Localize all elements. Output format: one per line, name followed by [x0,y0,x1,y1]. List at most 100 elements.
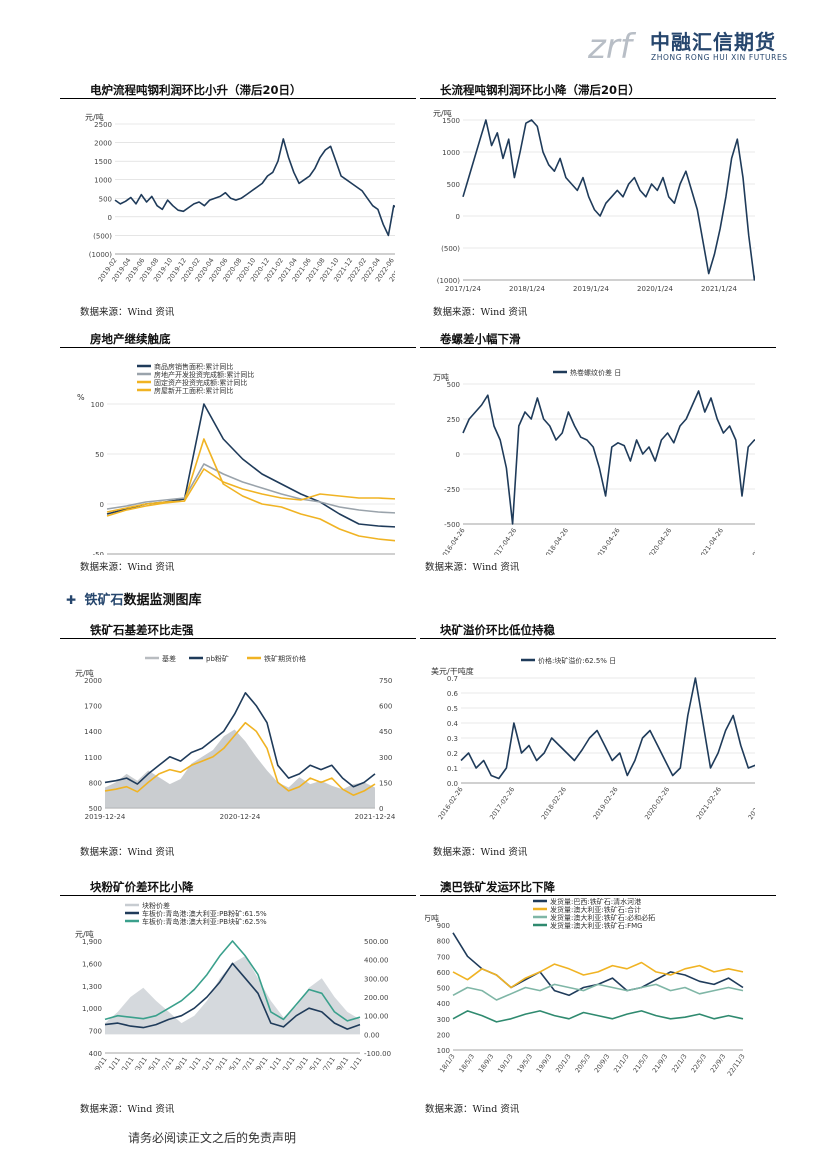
y2-tick-label: 600 [379,703,392,711]
company-logo: zrf 中融汇信期货 ZHONG RONG HUI XIN FUTURES [588,20,787,64]
x-tick-label: 2018-04-26 [542,527,570,555]
axis-unit: 万吨 [433,372,449,382]
series-line [114,138,395,237]
title-rule [60,347,416,348]
y2-tick-label: 750 [379,677,392,685]
x-tick-label: 20/1/3 [554,1053,573,1075]
series-line [104,962,361,1030]
y2-tick-label: 0 [379,805,383,813]
y-tick-label: (1000) [437,277,461,285]
y2-tick-label: 300 [379,754,392,762]
series-line [104,940,361,1022]
x-tick-label: 20/5/3 [573,1053,592,1075]
y2-tick-label: 300.00 [364,975,389,983]
x-tick-label: 22/1/3 [670,1053,689,1075]
footer-disclaimer: 请务必阅读正文之后的免责声明 [128,1131,297,1145]
chart-source: 数据来源：Wind 资讯 [80,307,175,318]
x-tick-label: 2018/1/24 [509,285,545,293]
x-tick-label: 2019-02-26 [591,786,619,822]
x-tick-label: 2022-04-26 [748,527,755,555]
title-rule [420,895,776,896]
series-line [104,721,376,796]
y-tick-label: 100 [91,401,104,409]
legend-label: 固定资产投资完成额:累计同比 [154,378,247,387]
series-line [462,119,755,281]
legend-label: 发货量:澳大利亚:铁矿石:FMG [550,921,643,930]
y-tick-label: 0.4 [447,720,459,728]
y2-tick-label: -100.00 [364,1050,391,1058]
x-tick-label: 2019-12-24 [85,813,126,821]
y-tick-label: 300 [437,1016,450,1024]
x-tick-label: 22/11/3 [726,1053,747,1078]
y-tick-label: 1100 [84,754,102,762]
y-tick-label: 900 [437,922,450,930]
x-tick-label: 2019/1/24 [573,285,609,293]
axis-unit: 元/吨 [433,110,452,118]
x-tick-label: 2021/1/24 [701,285,737,293]
legend-label: pb粉矿 [206,654,229,663]
axis-unit: 元/吨 [85,112,104,122]
y-tick-label: 1400 [84,728,102,736]
x-tick-label: 18/1/3 [438,1053,457,1075]
x-tick-label: 21/5/3 [631,1053,650,1075]
y-tick-label: 500 [437,985,450,993]
y-tick-label: 0 [108,214,112,222]
y-tick-label: -500 [444,521,460,529]
x-tick-label: 21/9/3 [651,1053,670,1075]
x-tick-label: 20/9/3 [593,1053,612,1075]
y-tick-label: 400 [437,1000,450,1008]
y-tick-label: 200 [437,1031,450,1039]
chart-source: 数据来源：Wind 资讯 [80,562,175,573]
axis-unit: 元/吨 [75,929,94,939]
title-rule [60,638,416,639]
y-tick-label: 0.6 [447,690,459,698]
legend-label: 块粉价差 [142,901,170,910]
series-line [106,438,395,542]
chart-source: 数据来源：Wind 资讯 [425,562,520,573]
y2-tick-label: 500.00 [364,938,389,946]
y-tick-label: 1700 [84,703,102,711]
y-tick-label: 1000 [94,177,112,185]
x-tick-label: 19/9/3 [535,1053,554,1075]
series-line [452,1010,744,1023]
x-tick-label: 2022-02-26 [746,786,755,822]
x-tick-label: 2019-04-26 [593,527,621,555]
series-line [106,463,395,514]
y-tick-label: 1500 [94,158,112,166]
legend-label: 发货量:澳大利亚:铁矿石:合计 [550,905,641,914]
series-line [452,983,744,1001]
title-rule [60,98,416,99]
y-tick-label: 400 [89,1050,102,1058]
y-tick-label: 500 [447,181,460,189]
y-tick-label: (500) [441,245,460,253]
section-title-blue: 铁矿石 [84,593,124,608]
x-tick-label: 22/9/3 [709,1053,728,1075]
y-tick-label: 100 [437,1047,450,1055]
series-line [452,961,744,989]
legend-label: 热卷螺纹价差 日 [570,368,621,377]
legend-label: 房屋新开工面积:累计同比 [154,386,233,395]
y-tick-label: 1,300 [82,983,102,991]
y-tick-label: 700 [437,953,450,961]
y-tick-label: 0.5 [447,705,458,713]
x-tick-label: 2017-02-26 [488,786,516,822]
section-title-rest: 数据监测图库 [123,593,202,608]
chart-title: 电炉流程吨钢利润环比小升（滞后20日） [90,83,302,97]
x-tick-label: 2020-04-26 [645,527,673,555]
legend-label: 铁矿期货价格 [264,654,306,663]
x-tick-label: 2020-02-26 [643,786,671,822]
x-tick-label: 2021-04-26 [697,527,725,555]
legend-label: 价格:块矿溢价:62.5% 日 [538,656,616,665]
y-tick-label: 250 [447,416,460,424]
axis-unit: 元/吨 [75,668,94,678]
x-tick-label: 21/1/3 [612,1053,631,1075]
series-line [462,390,755,525]
chart-title: 卷螺差小幅下滑 [440,332,521,346]
y-tick-label: 600 [437,969,450,977]
y-tick-label: 800 [437,938,450,946]
y-tick-label: 0 [456,451,460,459]
